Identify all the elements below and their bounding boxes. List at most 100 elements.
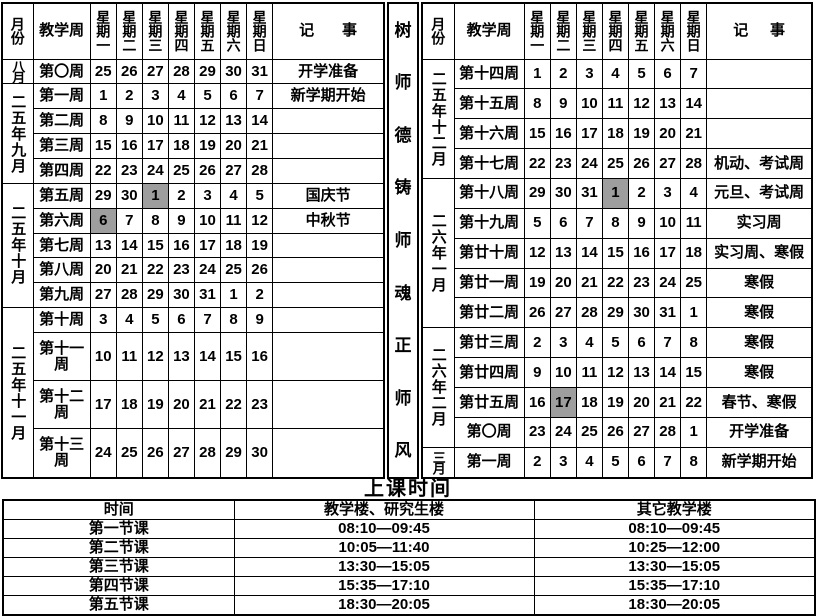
week-label-cell: 第廿五周 — [453, 386, 525, 418]
day-cell: 23 — [246, 380, 274, 430]
day-cell: 2 — [627, 177, 656, 209]
week-label-cell: 第六周 — [32, 207, 91, 234]
day-cell: 3 — [89, 307, 117, 333]
day-cell: 11 — [601, 88, 630, 120]
day-cell: 7 — [654, 327, 682, 359]
day-cell: 15 — [523, 118, 551, 150]
week-label-cell: 第廿一周 — [453, 267, 525, 299]
day-cell: 24 — [141, 157, 169, 184]
day-cell: 4 — [115, 307, 143, 333]
day-cell: 11 — [115, 331, 143, 382]
notes-header-char: 记 — [299, 22, 315, 40]
day-cell: 13 — [654, 88, 682, 120]
week-column-header: 教学周 — [453, 2, 525, 60]
day-cell: 8 — [601, 207, 630, 239]
calendar-row: 二五年十二月 第十四周 1 2 3 4 5 6 7 — [421, 58, 813, 179]
note-cell: 中秋节 — [272, 207, 385, 234]
week-label-cell: 第十一周 — [32, 331, 91, 382]
month-label: 二六年二月 — [429, 347, 447, 428]
other-building-time-cell: 10:25—12:00 — [533, 538, 816, 558]
note-cell: 新学期开始 — [706, 446, 813, 479]
day-cell: 5 — [141, 307, 169, 333]
day-column-header: 星期六 — [654, 2, 682, 60]
day-cell: 9 — [549, 88, 577, 120]
notes-column-header-label: 记事 — [274, 22, 383, 40]
day-cell: 8 — [680, 327, 708, 359]
calendar-row: 第十一周 10 11 12 13 14 15 16 — [2, 331, 385, 382]
day-cell: 25 — [89, 58, 117, 85]
day-column-header-label: 星期日 — [685, 10, 702, 53]
day-cell: 1 — [89, 83, 117, 110]
month-label: 二五年十月 — [9, 205, 27, 286]
day-cell: 3 — [654, 177, 682, 209]
day-cell: 30 — [627, 297, 656, 329]
day-cell: 16 — [523, 386, 551, 418]
month-label-cell: 二五年九月 — [1, 83, 34, 184]
day-cell: 4 — [680, 177, 708, 209]
note-cell: 寒假 — [706, 357, 813, 388]
day-cell: 4 — [575, 446, 603, 479]
class-times-title: 上课时间 — [364, 478, 452, 500]
calendar-row: 第廿四周 9 10 11 12 13 14 15 寒假 — [422, 357, 813, 388]
day-cell: 29 — [141, 282, 169, 309]
day-cell: 4 — [220, 182, 248, 209]
day-column-header-label: 星期四 — [173, 10, 190, 53]
note-cell: 国庆节 — [272, 182, 385, 209]
month-label: 二五年十一月 — [9, 344, 27, 441]
main-building-time-cell: 15:35—17:10 — [233, 576, 535, 596]
day-cell: 28 — [193, 428, 222, 479]
calendar-section: 月份 教学周 星期一 星期二 星期三 星期四 星期五 星期六 星期日记事八月 第〇周 25 26 27 2… — [1, 2, 815, 480]
period-label-cell: 第二节课 — [2, 538, 235, 558]
times-column-header: 其它教学楼 — [533, 499, 816, 520]
day-cell: 17 — [654, 237, 682, 269]
day-cell: 1 — [601, 177, 630, 209]
day-cell: 26 — [193, 157, 222, 184]
day-cell: 19 — [601, 386, 630, 418]
day-cell: 16 — [549, 118, 577, 150]
day-cell: 3 — [549, 327, 577, 359]
times-row: 第四节课 15:35—17:10 15:35—17:10 — [2, 576, 816, 596]
day-cell: 20 — [89, 257, 117, 284]
day-cell: 2 — [167, 182, 195, 209]
note-cell: 元旦、考试周 — [706, 177, 813, 209]
times-row: 第五节课 18:30—20:05 18:30—20:05 — [2, 595, 816, 616]
note-cell — [272, 108, 385, 135]
class-times-table: 时间 教学楼、研究生楼 其它教学楼 第一节课 08:10—09:45 08:10—09:4… — [2, 499, 816, 616]
day-column-header-label: 星期日 — [251, 10, 268, 53]
day-cell: 16 — [115, 133, 143, 159]
day-column-header: 星期五 — [627, 2, 656, 60]
day-column-header-label: 星期二 — [121, 10, 138, 53]
week-label-cell: 第〇周 — [453, 416, 525, 448]
calendar-row: 第十三周 24 25 26 27 28 29 30 — [2, 428, 385, 479]
calendar-row: 第廿十周 12 13 14 15 16 17 18 实习周、寒假 — [422, 237, 813, 269]
day-column-header: 星期五 — [193, 2, 222, 60]
calendar-row: 第七周 13 14 15 16 17 18 19 — [2, 232, 385, 259]
day-cell: 21 — [575, 267, 603, 299]
day-cell: 2 — [523, 327, 551, 359]
day-column-header-label: 星期二 — [555, 10, 572, 53]
day-cell: 7 — [575, 207, 603, 239]
week-label-cell: 第一周 — [453, 446, 525, 479]
main-building-time-cell: 13:30—15:05 — [233, 557, 535, 577]
day-cell: 20 — [627, 386, 656, 418]
day-cell: 20 — [549, 267, 577, 299]
day-cell: 8 — [680, 446, 708, 479]
day-column-header: 星期四 — [601, 2, 630, 60]
day-cell: 1 — [141, 182, 169, 209]
day-column-header: 星期日 — [680, 2, 708, 60]
note-cell: 新学期开始 — [272, 83, 385, 110]
other-building-time-cell: 15:35—17:10 — [533, 576, 816, 596]
motto-char: 师 — [394, 230, 412, 250]
day-column-header-label: 星期五 — [199, 10, 216, 53]
motto-char: 铸 — [394, 178, 412, 198]
notes-header-char: 记 — [733, 22, 749, 40]
day-cell: 7 — [246, 83, 274, 110]
day-cell: 5 — [523, 207, 551, 239]
day-cell: 22 — [601, 267, 630, 299]
day-cell: 16 — [167, 232, 195, 259]
day-cell: 10 — [89, 331, 117, 382]
note-cell — [272, 232, 385, 259]
day-column-header: 星期四 — [167, 2, 195, 60]
day-cell: 12 — [627, 88, 656, 120]
calendar-row: 第十二周 17 18 19 20 21 22 23 — [2, 380, 385, 430]
